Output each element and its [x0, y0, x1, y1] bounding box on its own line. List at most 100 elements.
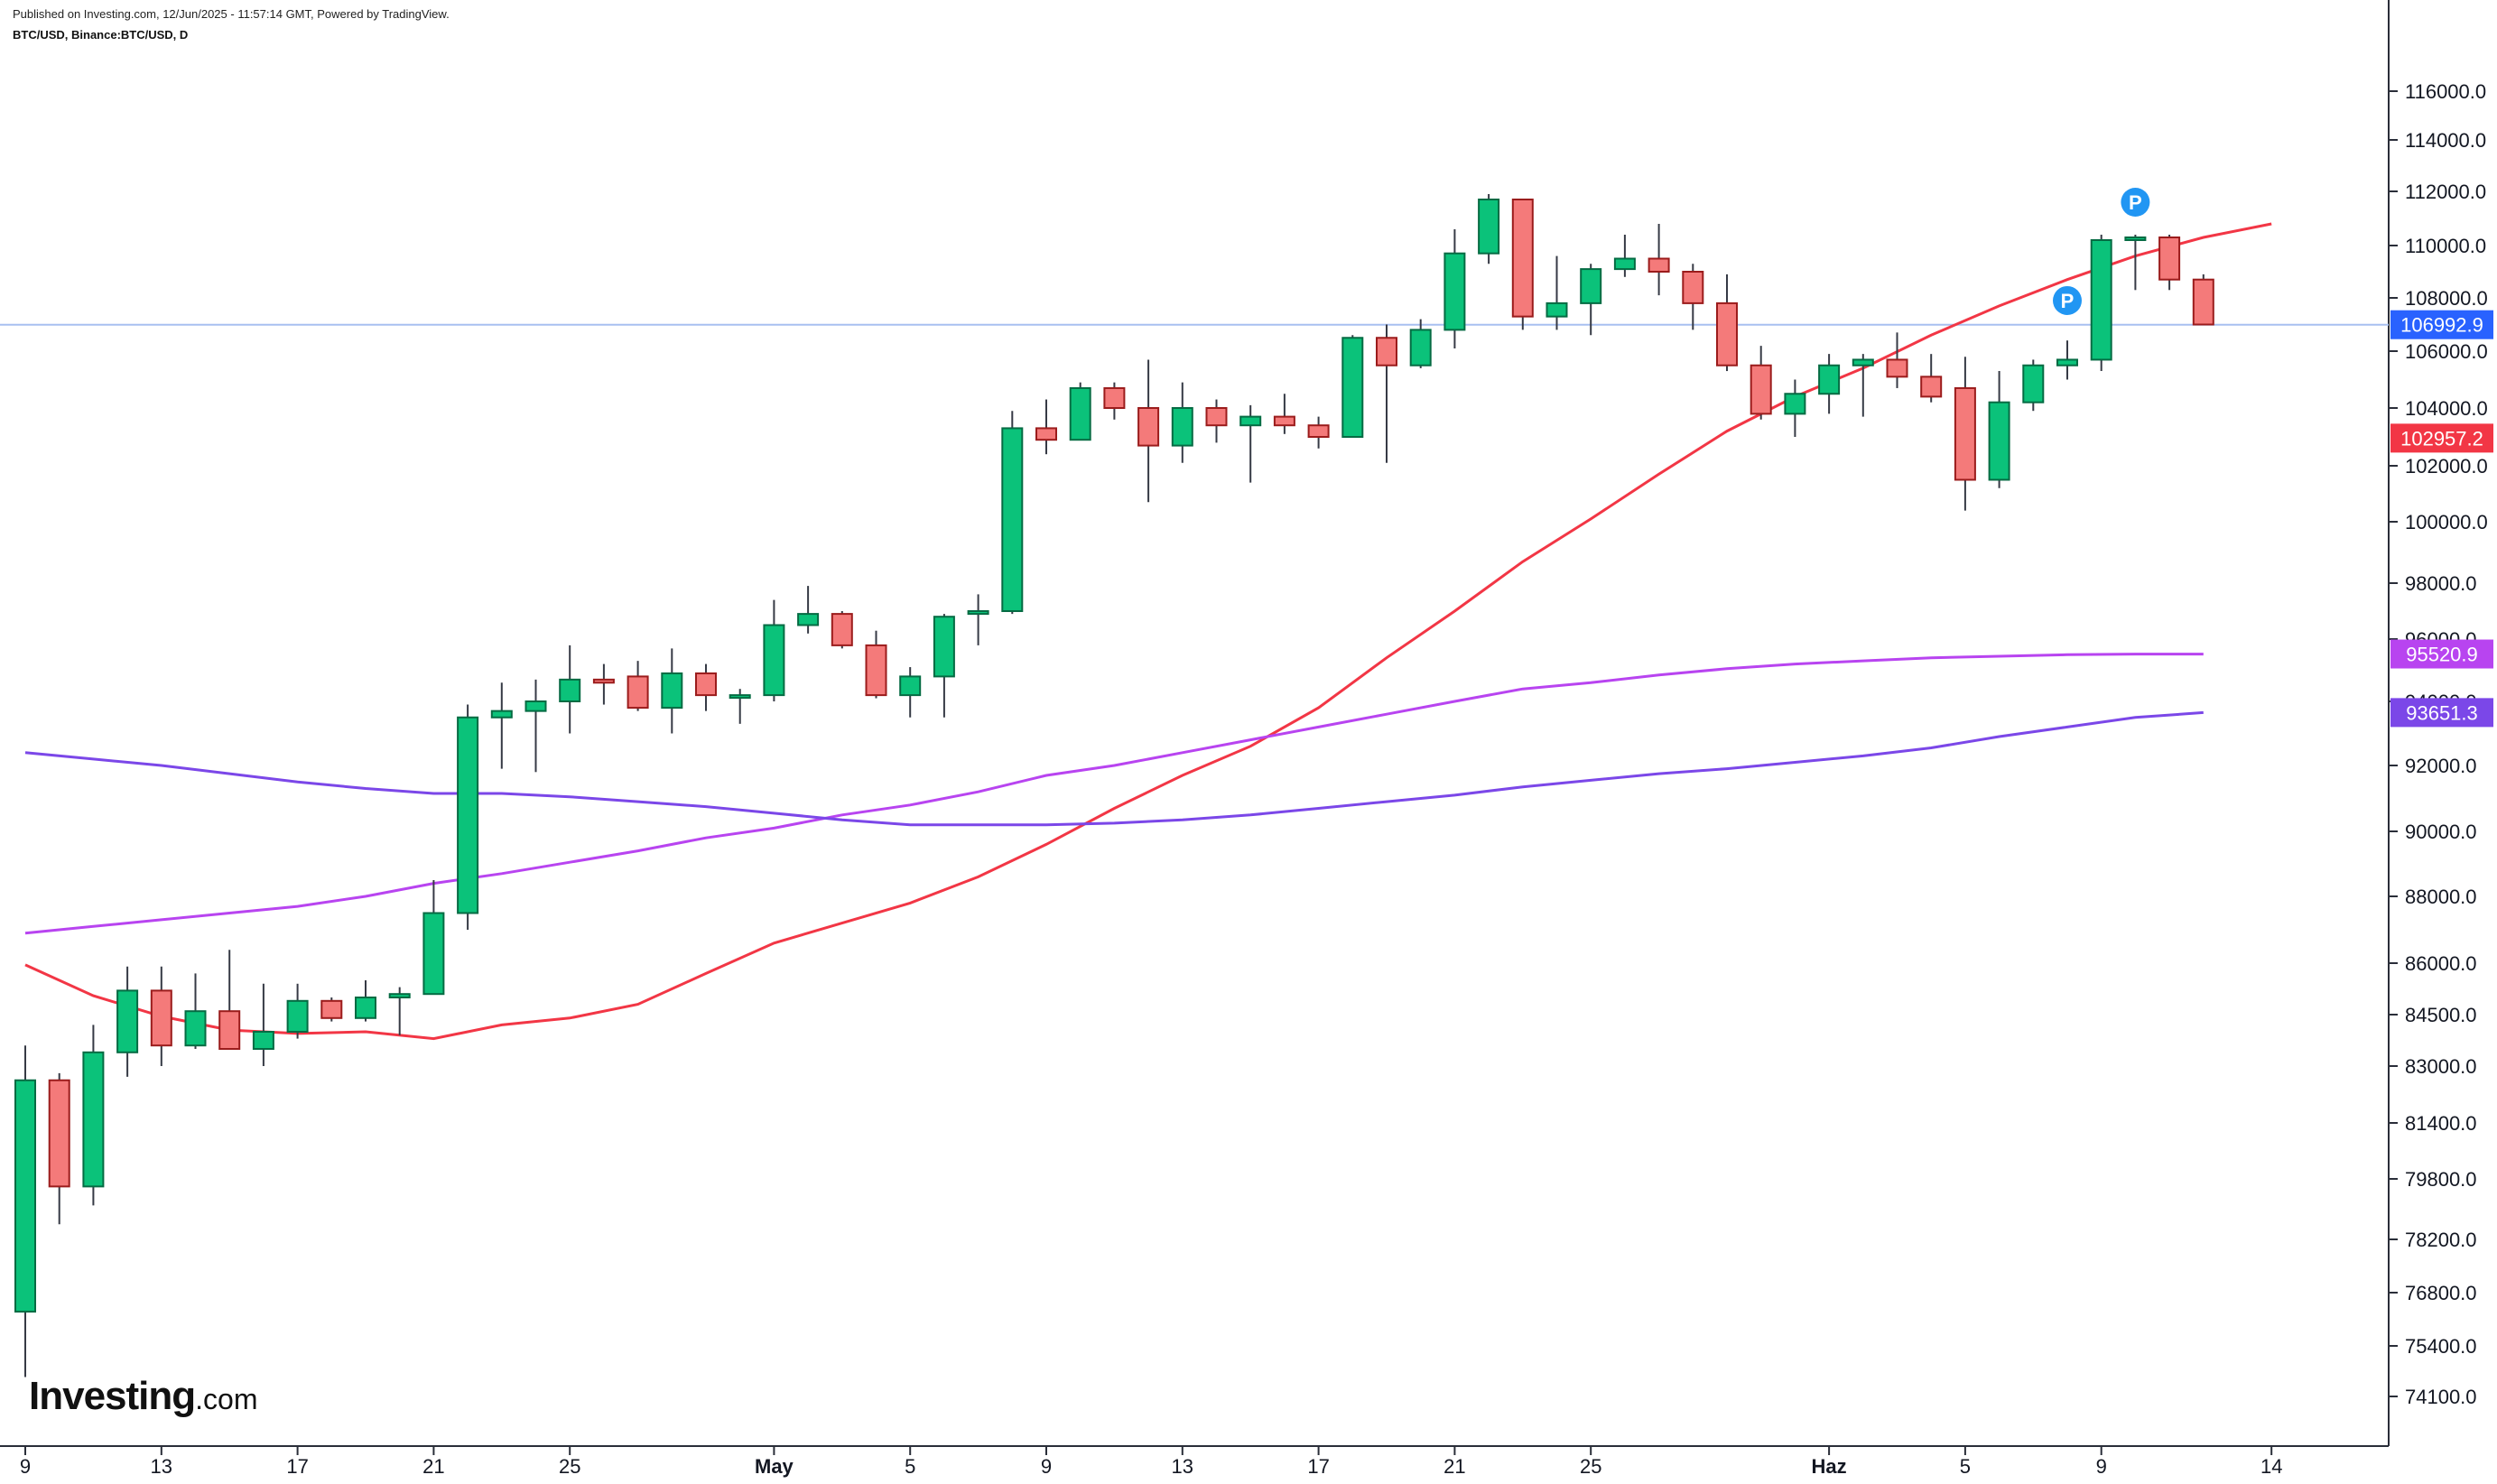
candle-body[interactable]: [1580, 268, 1602, 304]
ma-price-label-2: 95520.9: [2406, 644, 2478, 666]
candle-body[interactable]: [1239, 415, 1262, 427]
candle-body[interactable]: [661, 672, 683, 710]
y-tick-label: 88000.0: [2405, 886, 2477, 908]
x-tick-label: 9: [2096, 1455, 2107, 1478]
candle-body[interactable]: [967, 610, 989, 616]
ma-price-label-2-box: [2390, 639, 2493, 669]
x-tick-label: 9: [1041, 1455, 1052, 1478]
candle-body[interactable]: [1069, 386, 1091, 441]
candle-body[interactable]: [2158, 237, 2181, 281]
candle-body[interactable]: [48, 1079, 70, 1188]
candle-body[interactable]: [490, 710, 513, 719]
candle-body[interactable]: [150, 989, 172, 1047]
candle-body[interactable]: [1750, 364, 1772, 415]
candle-body[interactable]: [1341, 337, 1364, 438]
y-tick-label: 112000.0: [2405, 181, 2486, 203]
candle-body[interactable]: [1852, 358, 1874, 366]
x-tick-label: 25: [1580, 1455, 1601, 1478]
candle-body[interactable]: [14, 1079, 36, 1313]
candle-body[interactable]: [1478, 199, 1500, 255]
y-tick-label: 86000.0: [2405, 952, 2477, 975]
candle-body[interactable]: [763, 624, 785, 697]
candle-body[interactable]: [1273, 415, 1295, 427]
candle-body[interactable]: [457, 716, 479, 914]
candle-body[interactable]: [1988, 401, 2010, 481]
event-marker-label: P: [2061, 290, 2075, 312]
published-caption: Published on Investing.com, 12/Jun/2025 …: [13, 7, 450, 21]
candle-body[interactable]: [2022, 364, 2045, 403]
candle-body[interactable]: [286, 999, 309, 1034]
logo-suffix: .com: [195, 1383, 258, 1415]
candle-body[interactable]: [1035, 427, 1057, 441]
y-tick-label: 108000.0: [2405, 287, 2488, 310]
x-tick-label: 25: [559, 1455, 580, 1478]
candle-body[interactable]: [388, 993, 411, 998]
candle-body[interactable]: [559, 678, 581, 702]
candle-body[interactable]: [1546, 301, 1568, 318]
candle-body[interactable]: [1886, 358, 1908, 378]
candle-body[interactable]: [831, 613, 853, 646]
candle-body[interactable]: [2090, 239, 2112, 361]
candle-body[interactable]: [933, 616, 955, 678]
candle-body[interactable]: [1171, 407, 1193, 447]
candle-body[interactable]: [1613, 257, 1636, 271]
y-tick-label: 100000.0: [2405, 511, 2488, 533]
event-marker[interactable]: [2053, 285, 2082, 315]
candle-body[interactable]: [1443, 252, 1466, 331]
candle-body[interactable]: [1920, 376, 1943, 398]
candle-body[interactable]: [1511, 199, 1534, 318]
candle-body[interactable]: [422, 912, 445, 996]
candle-body[interactable]: [592, 678, 615, 684]
x-tick-label: 13: [151, 1455, 172, 1478]
candle-body[interactable]: [1307, 424, 1330, 439]
candle-body[interactable]: [1648, 257, 1670, 273]
logo-brand: Investing: [29, 1374, 196, 1418]
y-tick-label: 76800.0: [2405, 1282, 2477, 1304]
x-tick-label: 17: [1307, 1455, 1329, 1478]
candle-body[interactable]: [1682, 271, 1704, 304]
candle-body[interactable]: [1716, 301, 1738, 366]
candle-body[interactable]: [320, 999, 343, 1019]
candle-body[interactable]: [729, 694, 751, 700]
ma-price-label-1: 102957.2: [2400, 427, 2483, 450]
candle-body[interactable]: [355, 997, 376, 1019]
investing-logo: Investing.com: [29, 1374, 258, 1419]
candle-body[interactable]: [116, 989, 139, 1053]
candle-body[interactable]: [1205, 407, 1228, 427]
candle-body[interactable]: [865, 644, 887, 697]
y-tick-label: 84500.0: [2405, 1004, 2477, 1026]
candle-body[interactable]: [899, 675, 922, 697]
y-tick-label: 90000.0: [2405, 821, 2477, 843]
y-tick-label: 81400.0: [2405, 1112, 2477, 1135]
candle-body[interactable]: [695, 672, 717, 697]
last-price-label-box: [2390, 310, 2493, 339]
candle-body[interactable]: [2124, 237, 2147, 241]
candle-body[interactable]: [1784, 393, 1806, 415]
x-tick-label: 14: [2260, 1455, 2282, 1478]
y-tick-label: 78200.0: [2405, 1229, 2477, 1251]
candle-body[interactable]: [2056, 358, 2078, 366]
candle-body[interactable]: [627, 675, 649, 710]
candle-body[interactable]: [1137, 407, 1160, 447]
candle-body[interactable]: [1001, 427, 1024, 612]
candle-body[interactable]: [524, 700, 547, 712]
candle-body[interactable]: [252, 1031, 274, 1050]
y-tick-label: 75400.0: [2405, 1335, 2477, 1358]
moving-average-line-2: [24, 653, 2204, 935]
candle-body[interactable]: [2192, 278, 2214, 326]
candle-body[interactable]: [82, 1051, 105, 1188]
candle-body[interactable]: [218, 1010, 241, 1050]
candle-body[interactable]: [1409, 329, 1432, 366]
event-marker[interactable]: [2121, 188, 2150, 217]
y-tick-label: 114000.0: [2405, 129, 2486, 152]
y-tick-label: 98000.0: [2405, 572, 2477, 595]
candle-body[interactable]: [797, 613, 820, 626]
y-tick-label: 106000.0: [2405, 340, 2488, 363]
candle-body[interactable]: [1954, 386, 1976, 481]
candle-body[interactable]: [1376, 337, 1397, 366]
last-price-label: 106992.9: [2400, 314, 2483, 337]
candle-body[interactable]: [1103, 386, 1126, 410]
candle-body[interactable]: [1818, 364, 1841, 395]
candle-body[interactable]: [184, 1010, 207, 1047]
